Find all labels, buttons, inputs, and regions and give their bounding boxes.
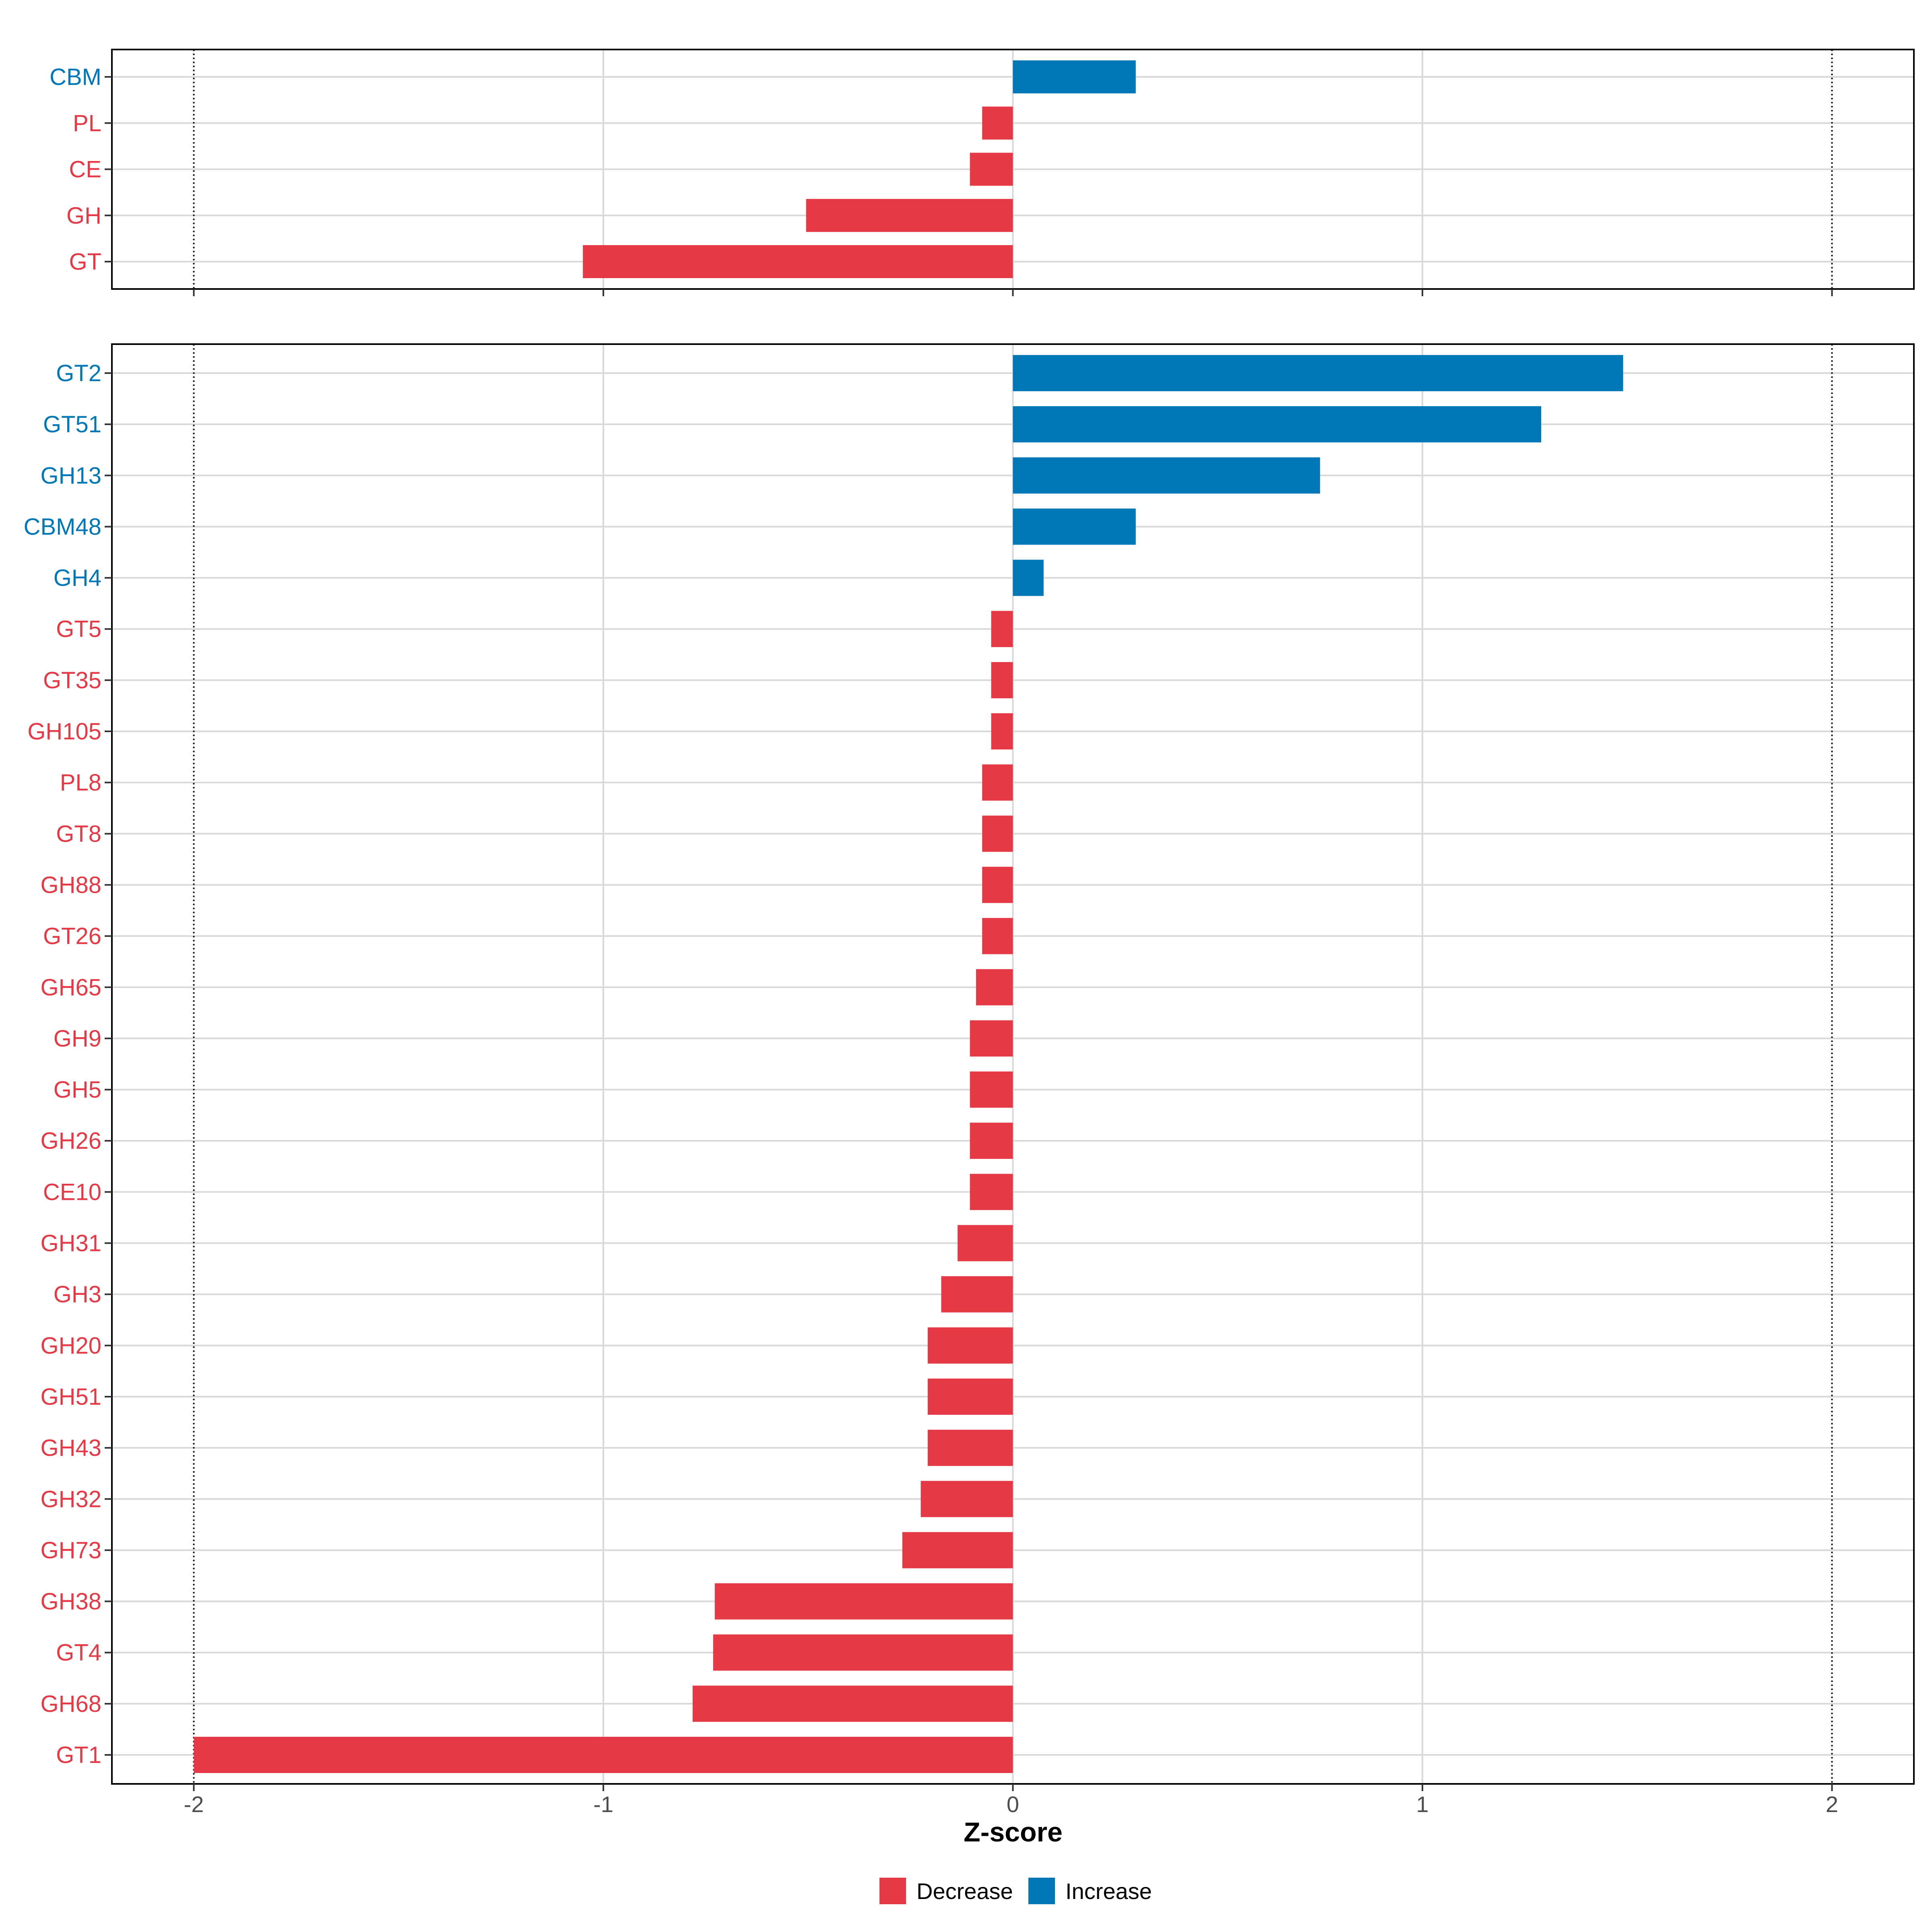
class-panel: CBM PL CE GH GT bbox=[50, 49, 1915, 296]
bar-gh bbox=[806, 199, 1013, 232]
category-label-gt2: GT2 bbox=[56, 360, 101, 386]
bar-ce10 bbox=[970, 1174, 1013, 1210]
category-label-gh: GH bbox=[66, 202, 101, 229]
bar-gh31 bbox=[958, 1225, 1013, 1261]
category-label-gh3: GH3 bbox=[54, 1282, 101, 1308]
category-label-gt8: GT8 bbox=[56, 821, 101, 847]
bar-gh68 bbox=[692, 1685, 1013, 1722]
bar-gh9 bbox=[970, 1020, 1013, 1057]
bar-gh32 bbox=[921, 1481, 1013, 1517]
bar-gh65 bbox=[976, 969, 1013, 1005]
bar-gt8 bbox=[982, 815, 1013, 852]
category-label-gh65: GH65 bbox=[40, 974, 101, 1001]
x-tick-label: -1 bbox=[593, 1792, 613, 1817]
legend-swatch-decrease bbox=[879, 1878, 906, 1904]
category-label-gh13: GH13 bbox=[40, 462, 101, 489]
category-label-ce: CE bbox=[69, 157, 101, 183]
bar-gh73 bbox=[902, 1532, 1013, 1569]
category-label-gh68: GH68 bbox=[40, 1691, 101, 1717]
category-label-gt51: GT51 bbox=[43, 411, 101, 438]
bar-gh38 bbox=[714, 1583, 1013, 1620]
category-label-gt4: GT4 bbox=[56, 1640, 101, 1666]
bar-gt bbox=[583, 245, 1013, 278]
category-label-gh31: GH31 bbox=[40, 1230, 101, 1257]
bar-gh26 bbox=[970, 1123, 1013, 1159]
bar-pl bbox=[982, 106, 1013, 140]
x-tick-label: 2 bbox=[1826, 1792, 1838, 1817]
category-label-gt5: GT5 bbox=[56, 616, 101, 642]
bar-gt26 bbox=[982, 918, 1013, 954]
category-label-ce10: CE10 bbox=[43, 1179, 101, 1205]
bar-gh5 bbox=[970, 1071, 1013, 1108]
bar-gt4 bbox=[713, 1634, 1013, 1671]
category-label-gh73: GH73 bbox=[40, 1537, 101, 1563]
x-tick-label: 0 bbox=[1007, 1792, 1019, 1817]
bar-cbm bbox=[1013, 60, 1136, 93]
legend-label-increase: Increase bbox=[1065, 1878, 1152, 1904]
category-label-gh43: GH43 bbox=[40, 1435, 101, 1461]
bar-gh105 bbox=[991, 713, 1013, 750]
category-label-gh20: GH20 bbox=[40, 1333, 101, 1359]
category-label-gh105: GH105 bbox=[27, 718, 101, 745]
bar-gh88 bbox=[982, 867, 1013, 903]
bar-gt5 bbox=[991, 611, 1013, 647]
category-label-gt: GT bbox=[69, 249, 101, 275]
category-label-gh38: GH38 bbox=[40, 1589, 101, 1615]
category-label-gt26: GT26 bbox=[43, 923, 101, 949]
legend-label-decrease: Decrease bbox=[916, 1878, 1013, 1904]
x-axis-title: Z-score bbox=[964, 1817, 1063, 1847]
bar-gt1 bbox=[194, 1737, 1013, 1773]
bar-gh20 bbox=[927, 1327, 1013, 1364]
x-tick-label: -2 bbox=[184, 1792, 204, 1817]
category-label-gh4: GH4 bbox=[54, 565, 101, 591]
bar-ce bbox=[970, 153, 1013, 186]
bar-gh51 bbox=[927, 1378, 1013, 1415]
category-label-gt1: GT1 bbox=[56, 1742, 101, 1768]
category-label-cbm: CBM bbox=[50, 64, 101, 90]
category-label-gh32: GH32 bbox=[40, 1486, 101, 1512]
category-label-gh5: GH5 bbox=[54, 1077, 101, 1103]
bar-gt51 bbox=[1013, 406, 1542, 443]
x-tick-label: 1 bbox=[1416, 1792, 1428, 1817]
category-label-pl: PL bbox=[73, 110, 101, 136]
category-label-gh9: GH9 bbox=[54, 1026, 101, 1052]
category-label-gh88: GH88 bbox=[40, 872, 101, 898]
bar-gh3 bbox=[941, 1276, 1013, 1313]
bar-gh13 bbox=[1013, 457, 1320, 494]
x-axis: -2 -1 0 1 2 bbox=[184, 1792, 1838, 1817]
category-label-gh51: GH51 bbox=[40, 1384, 101, 1410]
category-label-gt35: GT35 bbox=[43, 667, 101, 694]
category-label-pl8: PL8 bbox=[60, 770, 101, 796]
bar-gh4 bbox=[1013, 559, 1044, 596]
bar-gt2 bbox=[1013, 355, 1623, 391]
bar-gh43 bbox=[927, 1430, 1013, 1466]
legend: Decrease Increase bbox=[879, 1878, 1152, 1904]
category-label-cbm48: CBM48 bbox=[24, 514, 101, 540]
bar-cbm48 bbox=[1013, 508, 1136, 545]
category-label-gh26: GH26 bbox=[40, 1128, 101, 1154]
legend-swatch-increase bbox=[1028, 1878, 1055, 1904]
bar-pl8 bbox=[982, 764, 1013, 801]
bar-gt35 bbox=[991, 662, 1013, 698]
family-panel: GT2 GT51 GH13 CBM48 GH4 GT5 GT35 GH105 PL8 GT8 GH8… bbox=[24, 343, 1915, 1791]
